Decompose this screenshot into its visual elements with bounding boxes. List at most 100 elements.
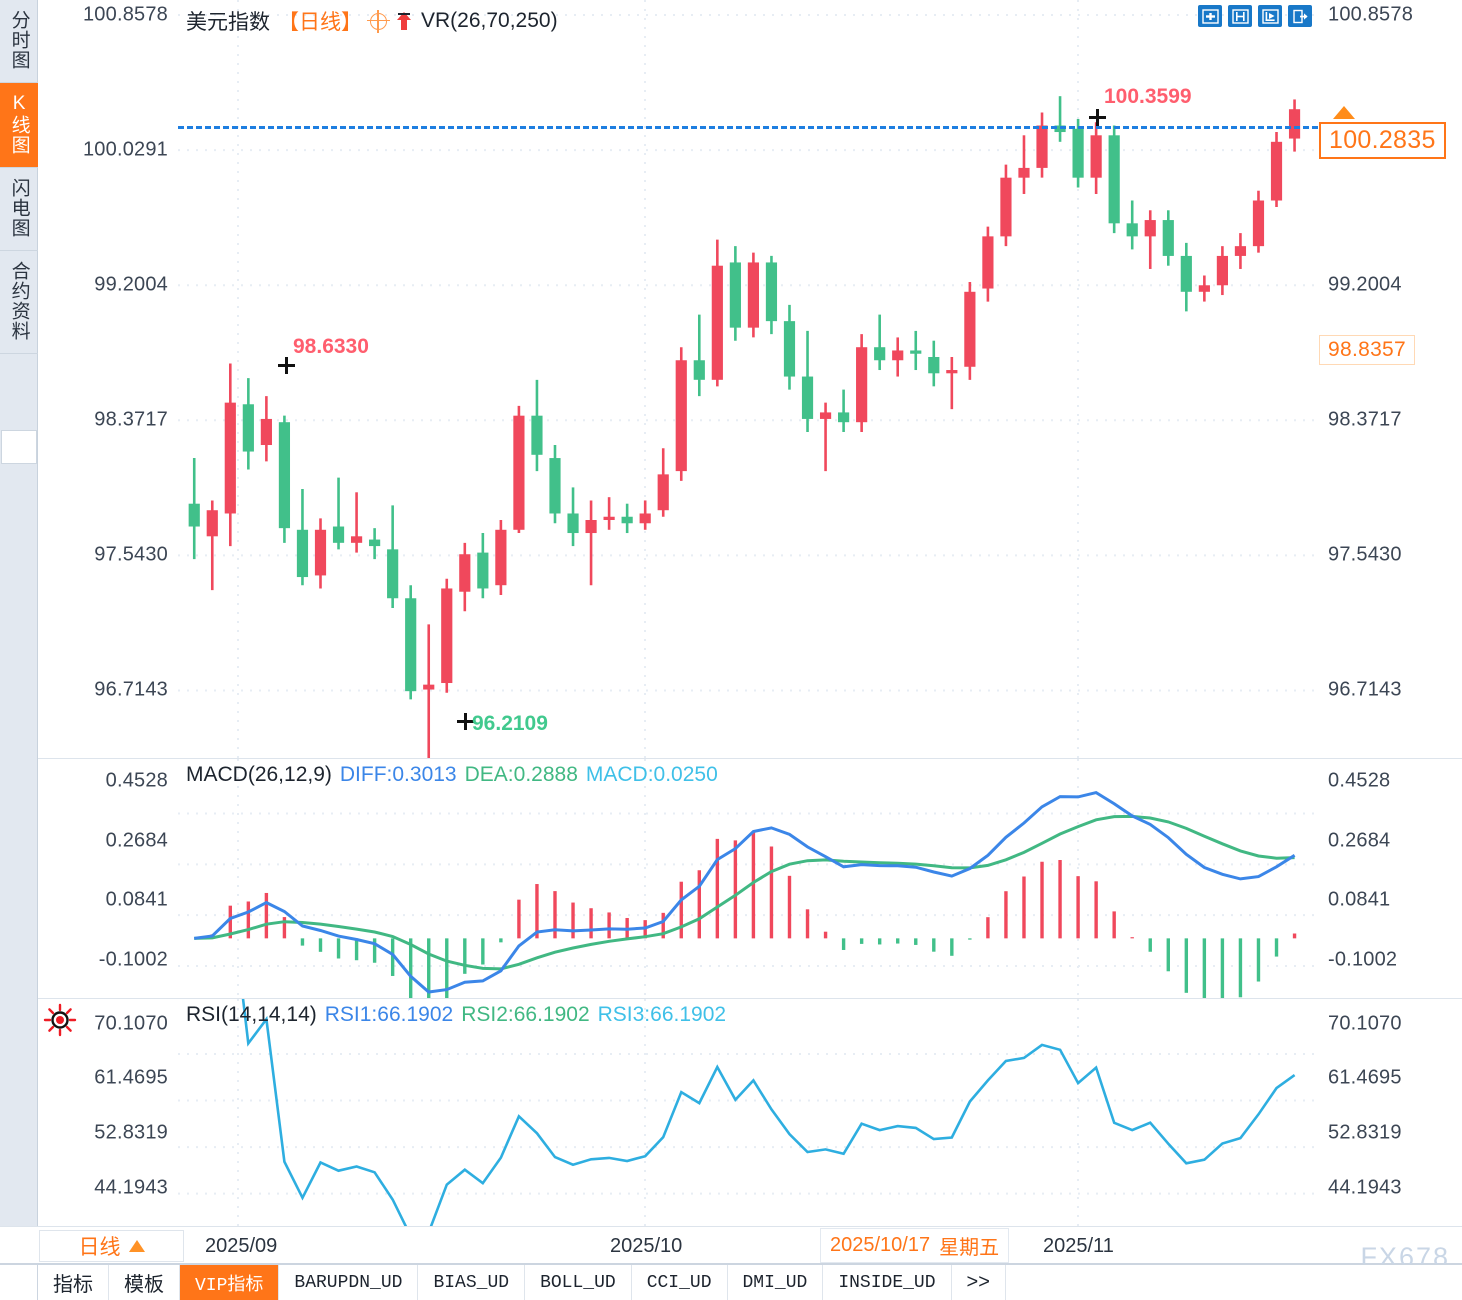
- bottom-inside-ud[interactable]: INSIDE_UD: [823, 1265, 952, 1300]
- bottom-more[interactable]: >>: [952, 1265, 1006, 1300]
- rsi-title: RSI(14,14,14): [186, 1003, 317, 1026]
- axis-tick-label: -0.1002: [98, 948, 168, 971]
- low-annotation-marker: [457, 713, 474, 730]
- axis-tick-label: 100.8578: [82, 3, 168, 26]
- price-marker-line: [178, 126, 1318, 129]
- macd-title: MACD(26,12,9): [186, 763, 332, 786]
- crosshair-icon[interactable]: [367, 9, 390, 33]
- secondary-price-badge[interactable]: 98.8357: [1319, 335, 1416, 365]
- chart-surface: 100.8578 100.0291 99.2004 98.3717 97.5430 96.…: [38, 0, 1462, 1264]
- bottom-bias-ud[interactable]: BIAS_UD: [418, 1265, 526, 1300]
- bottom-barupdn-ud[interactable]: BARUPDN_UD: [279, 1265, 419, 1300]
- candlestick-chart: [178, 0, 1318, 758]
- macd-diff-value: DIFF:0.3013: [339, 763, 457, 786]
- vr-indicator-label: VR(26,70,250): [421, 9, 558, 32]
- bottom-toolbar-fill: [1006, 1265, 1462, 1300]
- period-selector-button[interactable]: 日线: [39, 1230, 184, 1262]
- axis-tick-label: 96.7143: [1328, 678, 1402, 701]
- up-arrow-icon[interactable]: [395, 11, 413, 31]
- macd-plot-area[interactable]: [178, 759, 1318, 999]
- axis-tick-label: -0.1002: [1328, 948, 1398, 971]
- axis-tick-label: 52.8319: [94, 1121, 168, 1144]
- price-caret-icon: [1333, 106, 1355, 119]
- rsi-chart: [178, 999, 1318, 1227]
- date-label-2: 2025/10: [610, 1235, 683, 1257]
- rsi-axis-right: 70.1070 61.4695 52.8319 44.1943: [1318, 999, 1462, 1226]
- axis-tick-label: 0.4528: [1328, 769, 1391, 792]
- sidebar-item-contract-info[interactable]: 合约资料: [0, 251, 38, 354]
- sidebar-blank-slot: [1, 430, 37, 464]
- macd-hist-value: MACD:0.0250: [585, 763, 718, 786]
- axis-tick-label: 100.8578: [1328, 3, 1414, 26]
- bottom-toolbar: 指标 模板 VIP指标 BARUPDN_UD BIAS_UD BOLL_UD C…: [0, 1264, 1462, 1300]
- axis-tick-label: 0.0841: [1328, 888, 1391, 911]
- bottom-indicators[interactable]: 指标: [38, 1265, 109, 1300]
- rsi-header: RSI(14,14,14) RSI1:66.1902 RSI2:66.1902 …: [186, 1003, 726, 1027]
- axis-tick-label: 52.8319: [1328, 1121, 1402, 1144]
- axis-tick-label: 97.5430: [1328, 543, 1402, 566]
- tooltip-date: 2025/10/17: [830, 1234, 931, 1256]
- macd-pane: 0.4528 0.2684 0.0841 -0.1002 0.4528 0.2684 0.…: [38, 758, 1462, 999]
- chart-header: 美元指数 【日线】 VR(26,70,250): [186, 6, 558, 36]
- rsi1-value: RSI1:66.1902: [324, 1003, 454, 1026]
- high-annotation-left: 98.6330: [293, 335, 369, 358]
- chart-toolbar: [1198, 5, 1312, 27]
- rsi3-value: RSI3:66.1902: [597, 1003, 727, 1026]
- exit-icon[interactable]: [1288, 5, 1312, 27]
- sidebar-item-lightning[interactable]: 闪电图: [0, 168, 38, 251]
- fit-screen-icon[interactable]: [1198, 5, 1222, 27]
- compare-icon[interactable]: [1258, 5, 1282, 27]
- axis-tick-label: 0.0841: [105, 888, 168, 911]
- axis-tick-label: 99.2004: [94, 273, 168, 296]
- date-label-3: 2025/11: [1043, 1235, 1114, 1257]
- axis-tick-label: 98.3717: [1328, 408, 1402, 431]
- axis-tick-label: 61.4695: [94, 1066, 168, 1089]
- date-axis: 日线 2025/09 2025/10 2025/11 2025/10/17 星期…: [0, 1226, 1462, 1264]
- period-selector-label: 日线: [78, 1236, 121, 1259]
- low-annotation: 96.2109: [472, 712, 548, 735]
- symbol-name: 美元指数: [186, 11, 270, 34]
- axis-tick-label: 0.2684: [1328, 829, 1391, 852]
- axis-tick-label: 0.2684: [105, 829, 168, 852]
- axis-tick-label: 70.1070: [94, 1012, 168, 1035]
- macd-axis-left: 0.4528 0.2684 0.0841 -0.1002: [38, 759, 178, 998]
- macd-chart: [178, 759, 1318, 999]
- high-annotation-marker-left: [278, 357, 295, 374]
- bottom-cci-ud[interactable]: CCI_UD: [632, 1265, 728, 1300]
- high-annotation-right: 100.3599: [1104, 85, 1192, 108]
- price-plot-area[interactable]: [178, 0, 1318, 758]
- current-price-badge[interactable]: 100.2835: [1319, 122, 1446, 159]
- macd-header: MACD(26,12,9) DIFF:0.3013 DEA:0.2888 MAC…: [186, 763, 718, 787]
- sidebar-item-timeshare[interactable]: 分时图: [0, 0, 38, 83]
- axis-tick-label: 100.0291: [82, 138, 168, 161]
- rsi-plot-area[interactable]: [178, 999, 1318, 1227]
- macd-axis-right: 0.4528 0.2684 0.0841 -0.1002: [1318, 759, 1462, 998]
- axis-tick-label: 96.7143: [94, 678, 168, 701]
- axis-tick-label: 44.1943: [94, 1176, 168, 1199]
- triangle-up-icon: [128, 1240, 145, 1252]
- period-label: 【日线】: [278, 11, 362, 34]
- bottom-boll-ud[interactable]: BOLL_UD: [525, 1265, 632, 1300]
- bottom-template[interactable]: 模板: [109, 1265, 180, 1300]
- axis-tick-label: 0.4528: [105, 769, 168, 792]
- axis-tick-label: 61.4695: [1328, 1066, 1402, 1089]
- axis-tick-label: 99.2004: [1328, 273, 1402, 296]
- axis-tick-label: 97.5430: [94, 543, 168, 566]
- macd-dea-value: DEA:0.2888: [464, 763, 578, 786]
- brightness-icon[interactable]: [40, 1000, 80, 1040]
- rsi-pane: 70.1070 61.4695 52.8319 44.1943 70.1070 61.4…: [38, 998, 1462, 1227]
- price-pane: 100.8578 100.0291 99.2004 98.3717 97.5430 96.…: [38, 0, 1462, 758]
- bottom-dmi-ud[interactable]: DMI_UD: [728, 1265, 824, 1300]
- tooltip-weekday: 星期五: [939, 1237, 1000, 1259]
- date-label-1: 2025/09: [205, 1235, 278, 1257]
- rsi2-value: RSI2:66.1902: [461, 1003, 590, 1026]
- axis-tick-label: 44.1943: [1328, 1176, 1402, 1199]
- sidebar-item-kline[interactable]: K线图: [0, 83, 38, 168]
- measure-icon[interactable]: [1228, 5, 1252, 27]
- bottom-vip-indicators[interactable]: VIP指标: [180, 1265, 280, 1300]
- bottom-toolbar-spacer: [0, 1265, 38, 1300]
- left-sidebar: 分时图 K线图 闪电图 合约资料: [0, 0, 38, 1264]
- date-tooltip: 2025/10/17 星期五: [820, 1228, 1010, 1263]
- price-axis-left: 100.8578 100.0291 99.2004 98.3717 97.5430 96.…: [38, 0, 178, 758]
